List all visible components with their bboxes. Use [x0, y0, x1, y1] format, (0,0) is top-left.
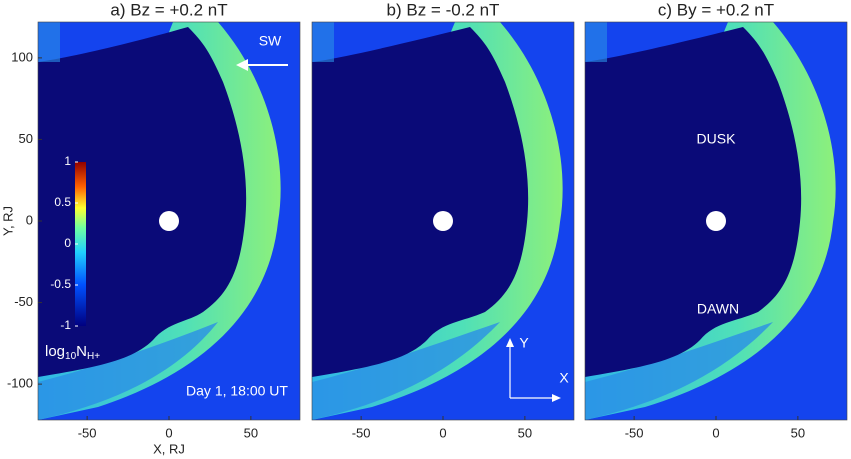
colorbar-tick-label: 1 [64, 154, 71, 168]
y-tick-label: -50 [14, 294, 33, 309]
y-tick-label: -100 [7, 376, 33, 391]
arrowhead-y [506, 338, 514, 347]
panel [38, 22, 300, 420]
x-tick-label: -50 [352, 425, 371, 440]
magnetosphere [585, 27, 802, 377]
y-tick-label: 100 [11, 49, 33, 64]
magnetosphere [38, 27, 247, 377]
jupiter [706, 211, 726, 231]
colorbar-label-part: log [45, 343, 65, 360]
annotation: DUSK [697, 131, 737, 147]
x-tick-label: 0 [165, 425, 172, 440]
x-tick-label: 50 [518, 425, 532, 440]
panel [585, 22, 847, 420]
colorbar-label-part: 10 [65, 351, 77, 362]
top-left-edge [38, 22, 60, 62]
sw-arrowhead [236, 59, 248, 71]
jupiter [159, 211, 179, 231]
panel-title: b) Bz = -0.2 nT [387, 0, 500, 19]
arrowhead-x [552, 394, 561, 402]
colorbar-tick-label: -0.5 [50, 277, 71, 291]
colorbar-label: log10NH+ [45, 343, 100, 362]
annotation: Day 1, 18:00 UT [186, 383, 288, 399]
y-axis-label: Y, RJ [0, 206, 15, 236]
colorbar-label-part: H+ [87, 351, 100, 362]
panel-title: a) Bz = +0.2 nT [110, 0, 227, 19]
colorbar-tick-label: 0 [64, 236, 71, 250]
axes-arrows [509, 344, 555, 399]
bottom-sheath [312, 322, 500, 420]
x-tick-label: 50 [244, 425, 258, 440]
bottom-sheath [38, 322, 218, 420]
colorbar [75, 162, 86, 326]
magnetosphere [312, 27, 529, 377]
x-tick-label: 0 [712, 425, 719, 440]
x-tick-label: 0 [439, 425, 446, 440]
x-tick-label: -50 [78, 425, 97, 440]
top-left-edge [312, 22, 334, 62]
panel [312, 22, 574, 420]
colorbar-tick-label: -1 [60, 318, 71, 332]
colorbar-label-part: N [76, 343, 87, 360]
annotation: X [559, 370, 569, 386]
bottom-sheath [585, 322, 773, 420]
annotation: SW [259, 33, 282, 49]
colorbar-tick-label: 0.5 [54, 195, 71, 209]
x-tick-label: -50 [625, 425, 644, 440]
annotation: DAWN [697, 301, 739, 317]
y-tick-label: 0 [26, 212, 33, 227]
x-tick-label: 50 [791, 425, 805, 440]
y-tick-label: 50 [19, 131, 33, 146]
x-axis-label: X, RJ [153, 441, 185, 456]
annotation: Y [519, 335, 529, 351]
panel-title: c) By = +0.2 nT [658, 0, 774, 19]
top-left-edge [585, 22, 607, 62]
jupiter [433, 211, 453, 231]
